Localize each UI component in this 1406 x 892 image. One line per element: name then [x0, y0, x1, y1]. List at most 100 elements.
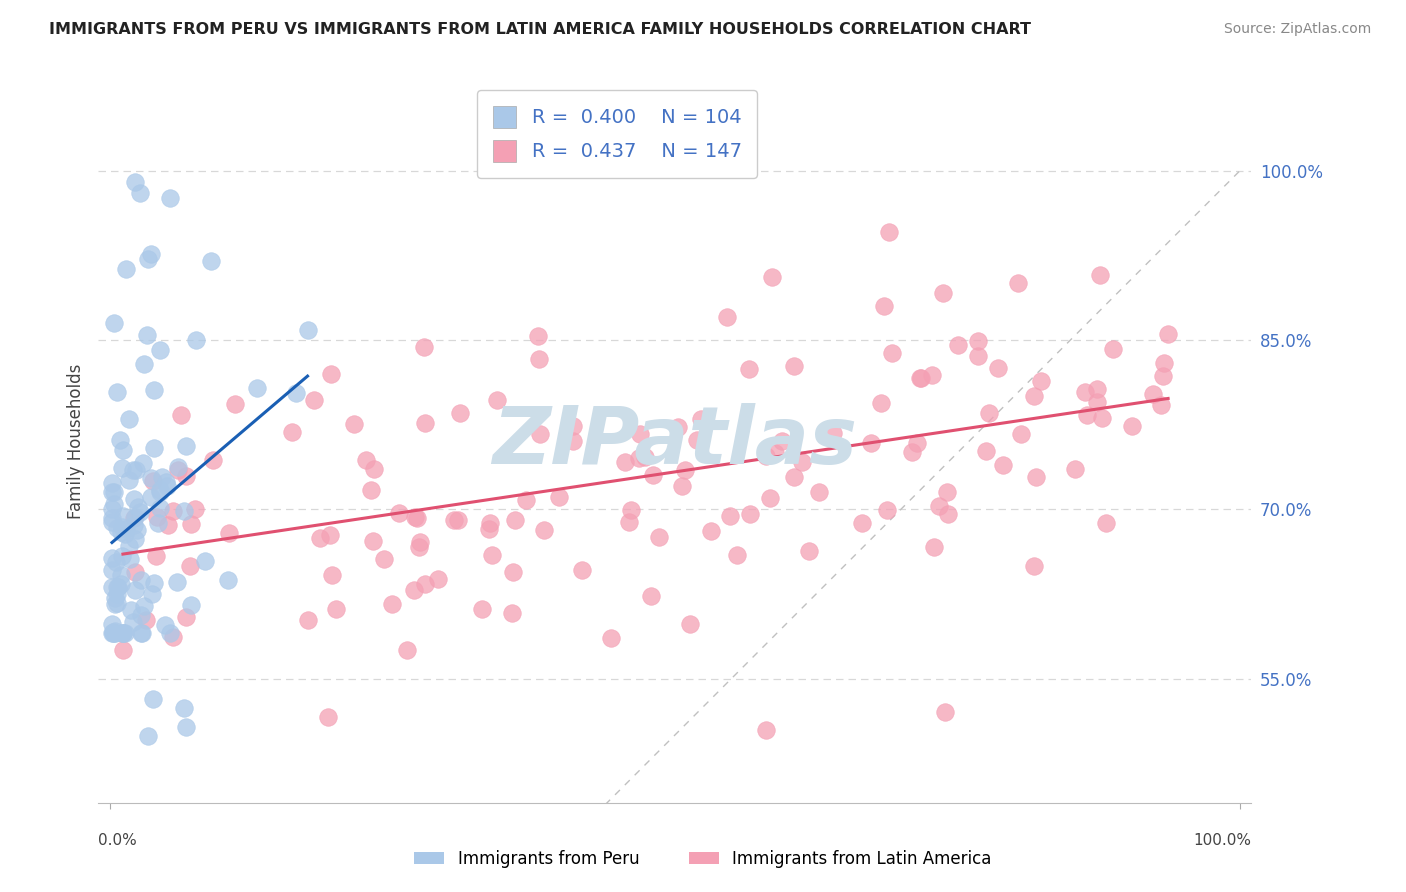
Point: [124, 510, 146, 524]
Point: [101, 563, 124, 577]
Point: [529, 426, 551, 441]
Point: [1152, 368, 1174, 383]
Text: IMMIGRANTS FROM PERU VS IMMIGRANTS FROM LATIN AMERICA FAMILY HOUSEHOLDS CORRELAT: IMMIGRANTS FROM PERU VS IMMIGRANTS FROM …: [49, 22, 1031, 37]
Point: [404, 510, 426, 524]
Point: [101, 551, 124, 566]
Point: [571, 563, 593, 577]
Point: [297, 323, 319, 337]
Point: [505, 513, 527, 527]
Point: [174, 469, 197, 483]
Point: [409, 535, 432, 549]
Point: [111, 643, 134, 657]
Point: [408, 541, 430, 555]
Point: [104, 624, 127, 639]
Point: [146, 509, 169, 524]
Point: [141, 587, 163, 601]
Point: [1007, 276, 1029, 290]
Point: [101, 485, 124, 500]
Point: [121, 462, 143, 476]
Point: [125, 463, 148, 477]
Point: [111, 549, 134, 564]
Point: [200, 254, 222, 268]
Point: [105, 586, 128, 600]
Point: [131, 626, 153, 640]
Point: [934, 705, 956, 719]
Point: [501, 607, 523, 621]
Point: [145, 549, 167, 564]
Point: [156, 479, 179, 493]
Point: [716, 310, 738, 325]
Point: [700, 524, 723, 538]
Text: ZIPatlas: ZIPatlas: [492, 402, 858, 481]
Point: [166, 462, 188, 476]
Point: [1142, 387, 1164, 401]
Point: [974, 443, 997, 458]
Text: Source: ZipAtlas.com: Source: ZipAtlas.com: [1223, 22, 1371, 37]
Point: [515, 493, 537, 508]
Point: [325, 602, 347, 616]
Point: [634, 450, 657, 465]
Point: [876, 503, 898, 517]
Point: [218, 526, 240, 541]
Point: [1102, 342, 1125, 356]
Point: [143, 576, 166, 591]
Point: [103, 316, 125, 330]
Point: [179, 559, 201, 574]
Point: [790, 455, 813, 469]
Point: [135, 328, 157, 343]
Point: [110, 577, 132, 591]
Point: [851, 516, 873, 530]
Point: [162, 504, 184, 518]
Point: [910, 371, 932, 385]
Point: [103, 626, 125, 640]
Point: [104, 598, 127, 612]
Text: 100.0%: 100.0%: [1194, 833, 1251, 848]
Point: [807, 485, 830, 500]
Point: [186, 334, 208, 348]
Point: [111, 520, 134, 534]
Point: [111, 461, 134, 475]
Point: [139, 246, 162, 260]
Point: [149, 343, 172, 358]
Point: [426, 573, 449, 587]
Point: [738, 362, 761, 376]
Point: [527, 328, 550, 343]
Point: [159, 191, 181, 205]
Point: [562, 419, 585, 434]
Point: [166, 575, 188, 590]
Legend: R =  0.400    N = 104, R =  0.437    N = 147: R = 0.400 N = 104, R = 0.437 N = 147: [477, 90, 756, 178]
Point: [620, 503, 643, 517]
Point: [149, 483, 172, 497]
Point: [979, 406, 1001, 420]
Point: [1091, 410, 1114, 425]
Point: [129, 573, 152, 587]
Point: [987, 361, 1010, 376]
Point: [141, 491, 163, 505]
Point: [477, 522, 499, 536]
Point: [115, 522, 138, 536]
Point: [132, 599, 155, 613]
Point: [673, 463, 696, 477]
Point: [118, 539, 141, 553]
Point: [640, 589, 662, 603]
Point: [388, 507, 411, 521]
Point: [381, 597, 404, 611]
Point: [770, 434, 793, 449]
Point: [447, 513, 470, 527]
Point: [105, 580, 128, 594]
Point: [101, 476, 124, 491]
Point: [150, 469, 173, 483]
Point: [946, 338, 969, 352]
Point: [759, 491, 782, 505]
Point: [1088, 268, 1111, 282]
Point: [907, 435, 929, 450]
Point: [217, 573, 239, 587]
Point: [224, 397, 246, 411]
Point: [122, 491, 145, 506]
Point: [114, 626, 136, 640]
Point: [180, 516, 202, 531]
Point: [134, 357, 156, 371]
Point: [159, 626, 181, 640]
Point: [297, 613, 319, 627]
Point: [103, 626, 125, 640]
